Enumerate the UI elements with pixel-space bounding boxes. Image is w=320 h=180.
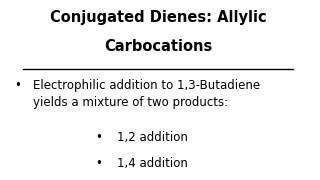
Text: Electrophilic addition to 1,3-Butadiene
yields a mixture of two products:: Electrophilic addition to 1,3-Butadiene … (33, 79, 260, 109)
Text: •: • (14, 79, 21, 92)
Text: •: • (95, 157, 102, 170)
Text: •: • (95, 131, 102, 144)
Text: Conjugated Dienes: Allylic: Conjugated Dienes: Allylic (50, 10, 266, 25)
Text: 1,2 addition: 1,2 addition (117, 131, 188, 144)
Text: Carbocations: Carbocations (104, 39, 212, 54)
Text: 1,4 addition: 1,4 addition (117, 157, 188, 170)
